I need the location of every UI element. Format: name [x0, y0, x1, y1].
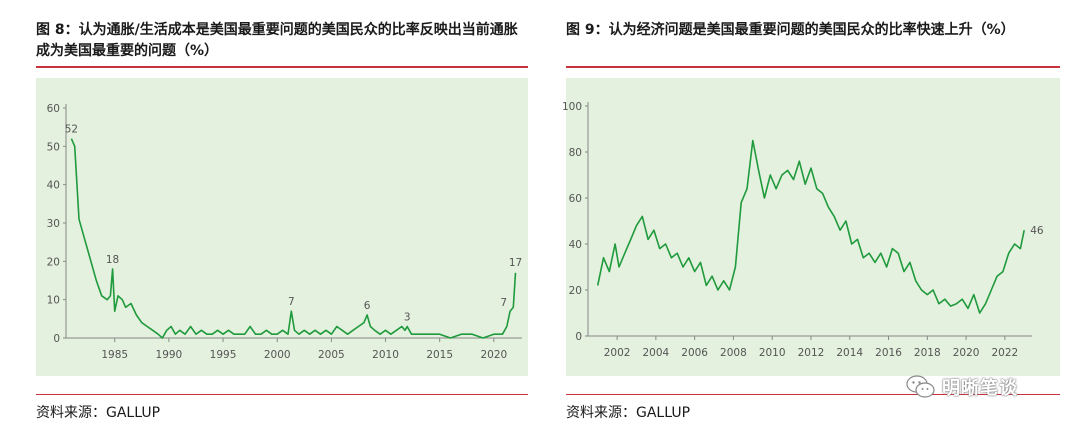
x-tick-label: 2016 — [875, 347, 902, 359]
figure-8-source: 资料来源：GALLUP — [36, 405, 161, 421]
wechat-icon — [906, 375, 935, 398]
y-tick-label: 100 — [562, 101, 582, 113]
series-line — [596, 139, 1025, 314]
x-tick-label: 2004 — [642, 347, 669, 359]
x-tick-label: 2018 — [914, 347, 941, 359]
y-tick-label: 60 — [47, 103, 60, 115]
x-tick-label: 2010 — [759, 347, 786, 359]
x-tick-label: 2005 — [318, 349, 345, 361]
y-tick-label: 20 — [569, 285, 582, 297]
y-tick-label: 0 — [575, 331, 582, 343]
x-tick-label: 1990 — [156, 349, 183, 361]
figure-9-top-rule — [566, 66, 1060, 68]
figure-8-bottom-rule — [36, 394, 528, 395]
x-tick-label: 2015 — [426, 349, 453, 361]
x-tick-label: 2022 — [991, 347, 1018, 359]
series-line — [70, 138, 517, 339]
y-tick-label: 30 — [47, 218, 60, 230]
x-tick-label: 2010 — [372, 349, 399, 361]
data-label: 7 — [288, 296, 295, 308]
y-tick-label: 60 — [569, 193, 582, 205]
y-tick-label: 80 — [569, 147, 582, 159]
y-tick-label: 10 — [47, 295, 60, 307]
data-label: 3 — [404, 312, 411, 324]
x-tick-label: 2020 — [480, 349, 507, 361]
x-tick-label: 2014 — [836, 347, 863, 359]
data-label: 17 — [509, 257, 522, 269]
data-label: 46 — [1030, 225, 1044, 237]
figure-9-source: 资料来源：GALLUP — [566, 405, 691, 421]
figure-8-title: 图 8：认为通胀/生活成本是美国最重要问题的美国民众的比率反映出当前通胀成为美国… — [36, 22, 518, 59]
figure-9-chart: 0 20 40 60 80 100 2002 2004 2006 2008 2010 2012 2014… — [562, 101, 1044, 359]
x-tick-label: 2012 — [798, 347, 825, 359]
watermark: 明晰笔谈 — [906, 372, 1018, 402]
figure-8-panel: 图 8：认为通胀/生活成本是美国最重要问题的美国民众的比率反映出当前通胀成为美国… — [36, 0, 528, 435]
x-tick-label: 2002 — [604, 347, 631, 359]
x-tick-label: 2000 — [264, 349, 291, 361]
figure-8-top-rule — [36, 66, 528, 68]
watermark-text: 明晰笔谈 — [942, 378, 1018, 399]
y-tick-label: 0 — [53, 333, 60, 345]
x-tick-label: 1985 — [101, 349, 128, 361]
figure-9-panel: 图 9：认为经济问题是美国最重要问题的美国民众的比率快速上升（%） 0 20 40 6… — [562, 0, 1060, 435]
y-tick-label: 50 — [47, 141, 60, 153]
x-tick-label: 1995 — [210, 349, 237, 361]
figure-9-bottom-rule — [566, 394, 1060, 395]
y-tick-label: 20 — [47, 256, 60, 268]
figure-8-plot-background — [36, 78, 528, 376]
figure-8-chart: 0 10 20 30 40 50 60 1985 1990 1995 2000 2005 2010 201… — [47, 103, 523, 361]
figure-9-title: 图 9：认为经济问题是美国最重要问题的美国民众的比率快速上升（%） — [566, 22, 1015, 38]
x-tick-label: 2006 — [681, 347, 708, 359]
data-label: 52 — [65, 124, 78, 136]
x-tick-label: 2008 — [720, 347, 747, 359]
y-tick-label: 40 — [47, 180, 60, 192]
figure-9-plot-background — [566, 78, 1060, 376]
data-label: 7 — [500, 297, 507, 309]
data-label: 18 — [106, 254, 119, 266]
x-tick-label: 2020 — [953, 347, 980, 359]
y-tick-label: 40 — [569, 239, 582, 251]
data-label: 6 — [364, 300, 371, 312]
